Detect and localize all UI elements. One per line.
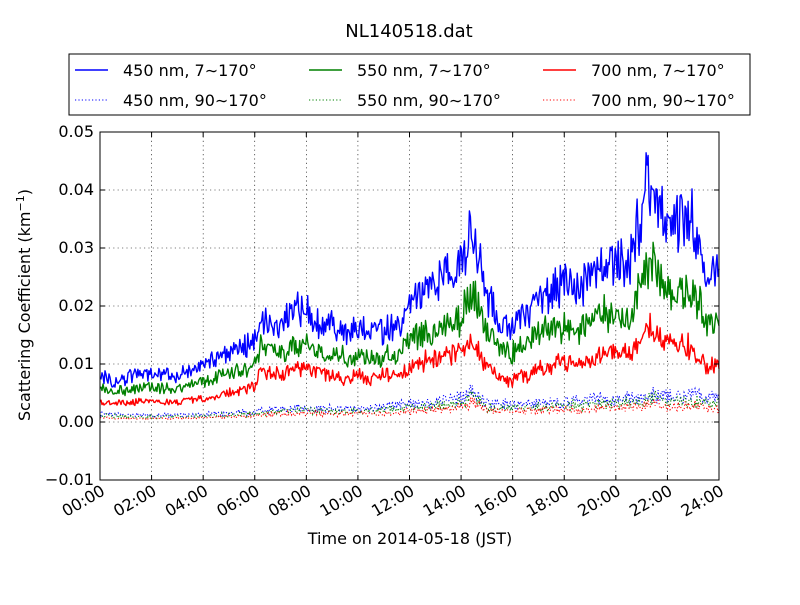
series-line	[99, 384, 720, 419]
x-tick-label: 20:00	[574, 481, 623, 521]
y-tick-label: 0.02	[58, 296, 94, 315]
y-tick-label: 0.01	[58, 354, 94, 373]
series-line	[99, 397, 720, 421]
x-tick-label: 06:00	[213, 481, 262, 521]
legend: 450 nm, 7∼170° 550 nm, 7∼170° 700 nm, 7∼17…	[68, 53, 751, 116]
y-axis-label-text: Scattering Coefficient (km	[15, 211, 34, 421]
y-tick-label: 0.00	[58, 412, 94, 431]
x-tick-label: 16:00	[471, 481, 520, 521]
y-axis: −0.01 0.00 0.01 0.02 0.03 0.04 0.05	[45, 122, 719, 489]
x-tick-label: 08:00	[265, 481, 314, 521]
legend-label: 450 nm, 7∼170°	[123, 61, 257, 80]
legend-label: 550 nm, 7∼170°	[357, 61, 491, 80]
series-layer	[99, 152, 720, 421]
y-axis-label-exponent: −1	[14, 195, 27, 211]
legend-label: 700 nm, 7∼170°	[591, 61, 725, 80]
y-axis-label-close: )	[15, 189, 34, 195]
legend-label: 550 nm, 90∼170°	[357, 91, 501, 110]
series-line	[99, 312, 720, 407]
x-tick-label: 14:00	[420, 481, 469, 521]
chart-title: NL140518.dat	[345, 21, 472, 42]
y-tick-label: −0.01	[45, 470, 94, 489]
x-tick-label: 12:00	[368, 481, 417, 521]
x-tick-label: 10:00	[316, 481, 365, 521]
x-tick-label: 18:00	[523, 481, 572, 521]
legend-frame	[68, 53, 751, 116]
y-tick-label: 0.05	[58, 122, 94, 141]
y-axis-label: Scattering Coefficient (km−1)	[14, 189, 34, 421]
legend-label: 700 nm, 90∼170°	[591, 91, 735, 110]
legend-label: 450 nm, 90∼170°	[123, 91, 267, 110]
x-tick-label: 24:00	[678, 481, 727, 521]
series-line	[99, 241, 720, 397]
grid	[100, 132, 719, 480]
y-tick-label: 0.04	[58, 180, 94, 199]
x-axis-label: Time on 2014-05-18 (JST)	[307, 529, 512, 548]
series-line	[99, 152, 720, 388]
y-tick-label: 0.03	[58, 238, 94, 257]
x-tick-label: 04:00	[162, 481, 211, 521]
x-tick-label: 02:00	[110, 481, 159, 521]
x-tick-label: 22:00	[626, 481, 675, 521]
